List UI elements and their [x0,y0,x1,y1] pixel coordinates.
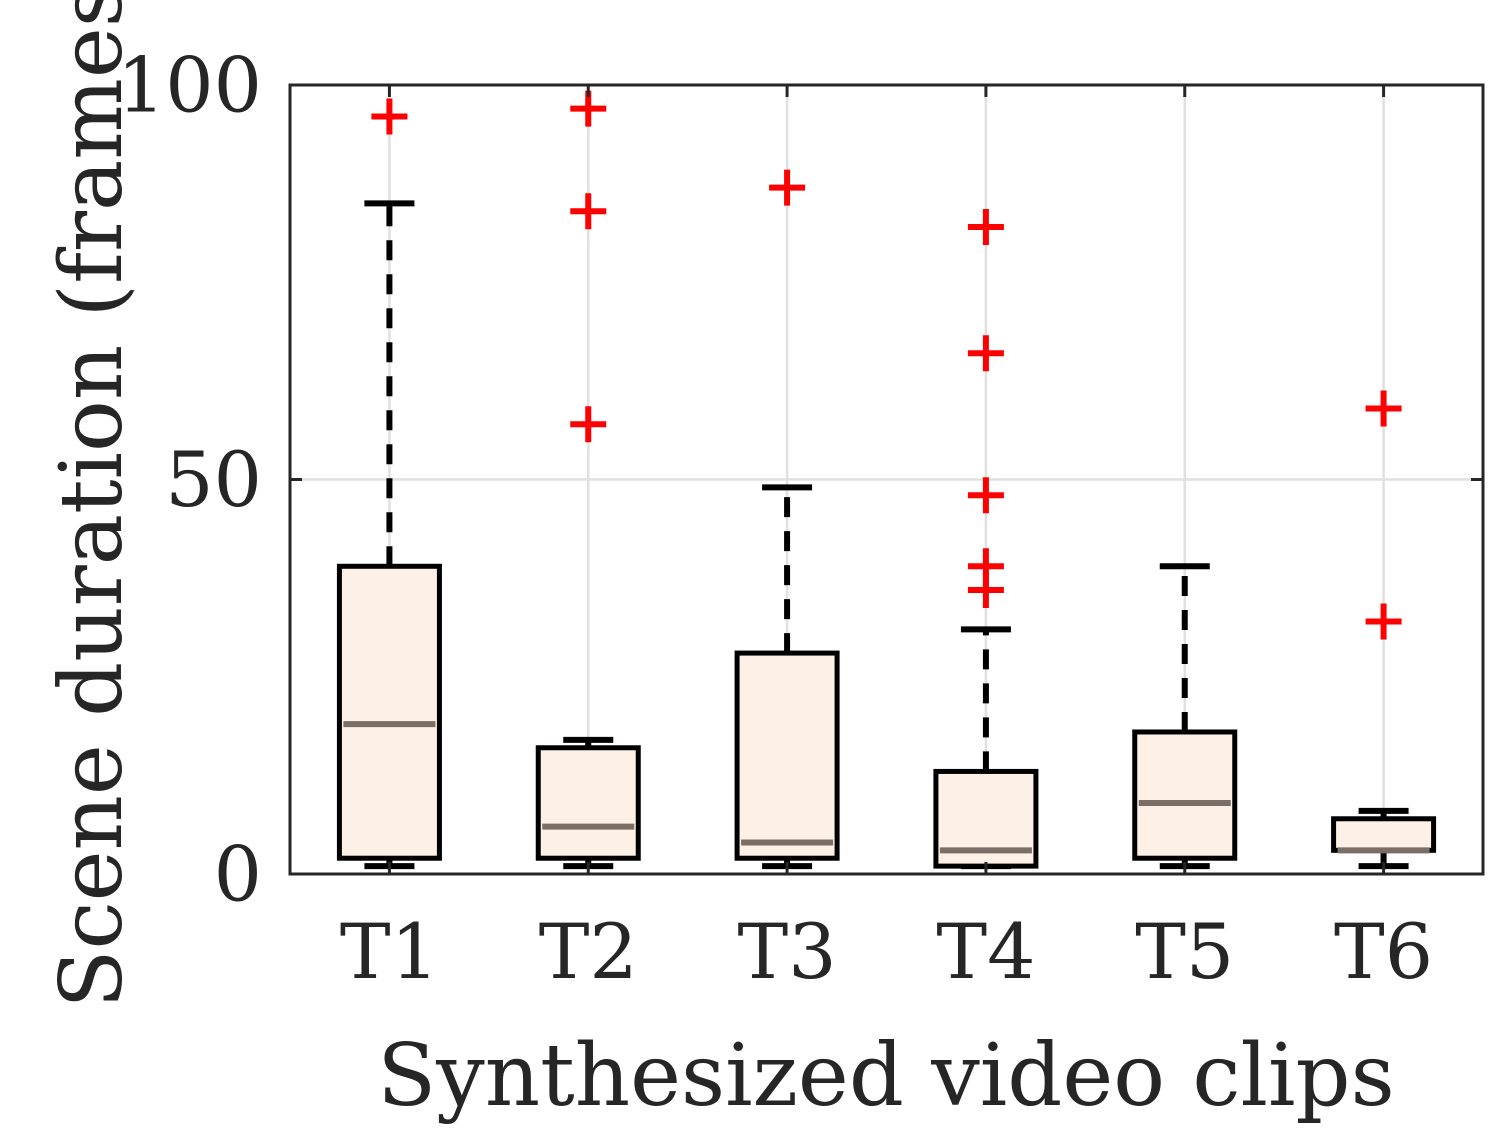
box-T1 [336,563,442,861]
outlier-T3-0 [769,169,806,206]
x-tick-label-T1: T1 [340,907,439,996]
y-tick-label-0: 0 [214,830,262,919]
ticks-layer: 0 50 100 T1 T2 T3 T4 T5 T6 [117,41,1483,996]
outliers-layer [371,90,1402,640]
box-group-T1 [336,200,442,870]
y-tick-label-100: 100 [117,41,262,130]
grid-lines [290,83,1483,876]
outlier-T6-1 [1365,390,1402,427]
x-tick-label-T3: T3 [738,907,837,996]
y-tick-label-50: 50 [165,435,262,524]
box-T2 [535,745,641,861]
box-group-T5 [1132,563,1238,870]
box-T3 [734,650,840,861]
box-T6 [1331,816,1437,853]
outlier-T4-1 [967,548,1004,585]
x-axis-label: Synthesized video clips [377,1026,1394,1126]
outlier-T1-0 [371,98,408,135]
x-tick-label-T2: T2 [539,907,638,996]
y-axis-label: Scene duration (frames) [42,0,142,1008]
box-group-T6 [1331,807,1437,870]
box-group-T4 [933,626,1039,870]
outlier-T2-1 [570,193,607,230]
box-group-T3 [734,484,840,870]
x-tick-label-T4: T4 [936,907,1035,996]
outlier-T6-0 [1365,603,1402,640]
box-group-T2 [535,736,641,870]
box-T5 [1132,729,1238,861]
x-tick-label-T6: T6 [1334,907,1433,996]
x-tick-label-T5: T5 [1135,907,1234,996]
outlier-T2-0 [570,406,607,443]
outlier-T4-2 [967,477,1004,514]
outlier-T4-4 [967,209,1004,246]
boxes-layer [336,200,1437,870]
outlier-T4-3 [967,335,1004,372]
